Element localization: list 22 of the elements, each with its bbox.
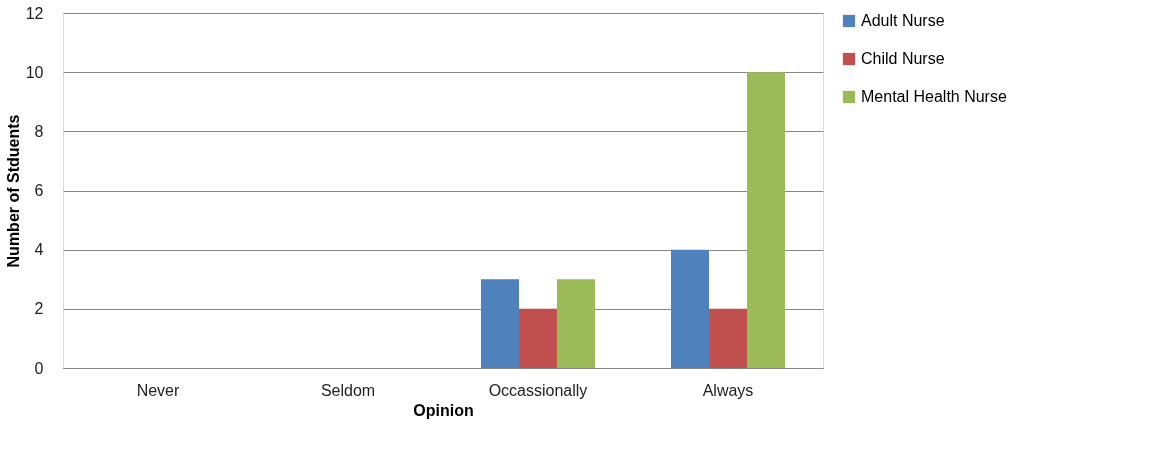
legend-label: Mental Health Nurse: [861, 88, 1007, 105]
x-tick-label: Occassionally: [488, 381, 588, 399]
x-tick-label: Never: [136, 381, 181, 399]
legend-label: Child Nurse: [861, 50, 945, 67]
bar: [671, 249, 709, 368]
y-tick-label: 10: [25, 63, 44, 81]
x-tick-label: Seldom: [320, 381, 376, 399]
y-tick-label: 6: [34, 182, 44, 199]
bar: [709, 308, 747, 368]
bar: [481, 279, 519, 368]
y-tick-label: 8: [34, 122, 44, 140]
x-axis-title: Opinion: [413, 401, 474, 419]
x-tick-label: Always: [702, 381, 754, 399]
y-tick-label: 12: [25, 4, 44, 22]
bar: [519, 308, 557, 368]
legend-label: Adult Nurse: [861, 12, 945, 29]
bar: [747, 72, 785, 368]
bar: [557, 279, 595, 368]
y-tick-label: 0: [34, 359, 44, 377]
y-tick-label: 2: [34, 300, 44, 318]
y-axis-title: Number of Stduents: [4, 114, 22, 268]
y-tick-label: 4: [34, 241, 44, 259]
